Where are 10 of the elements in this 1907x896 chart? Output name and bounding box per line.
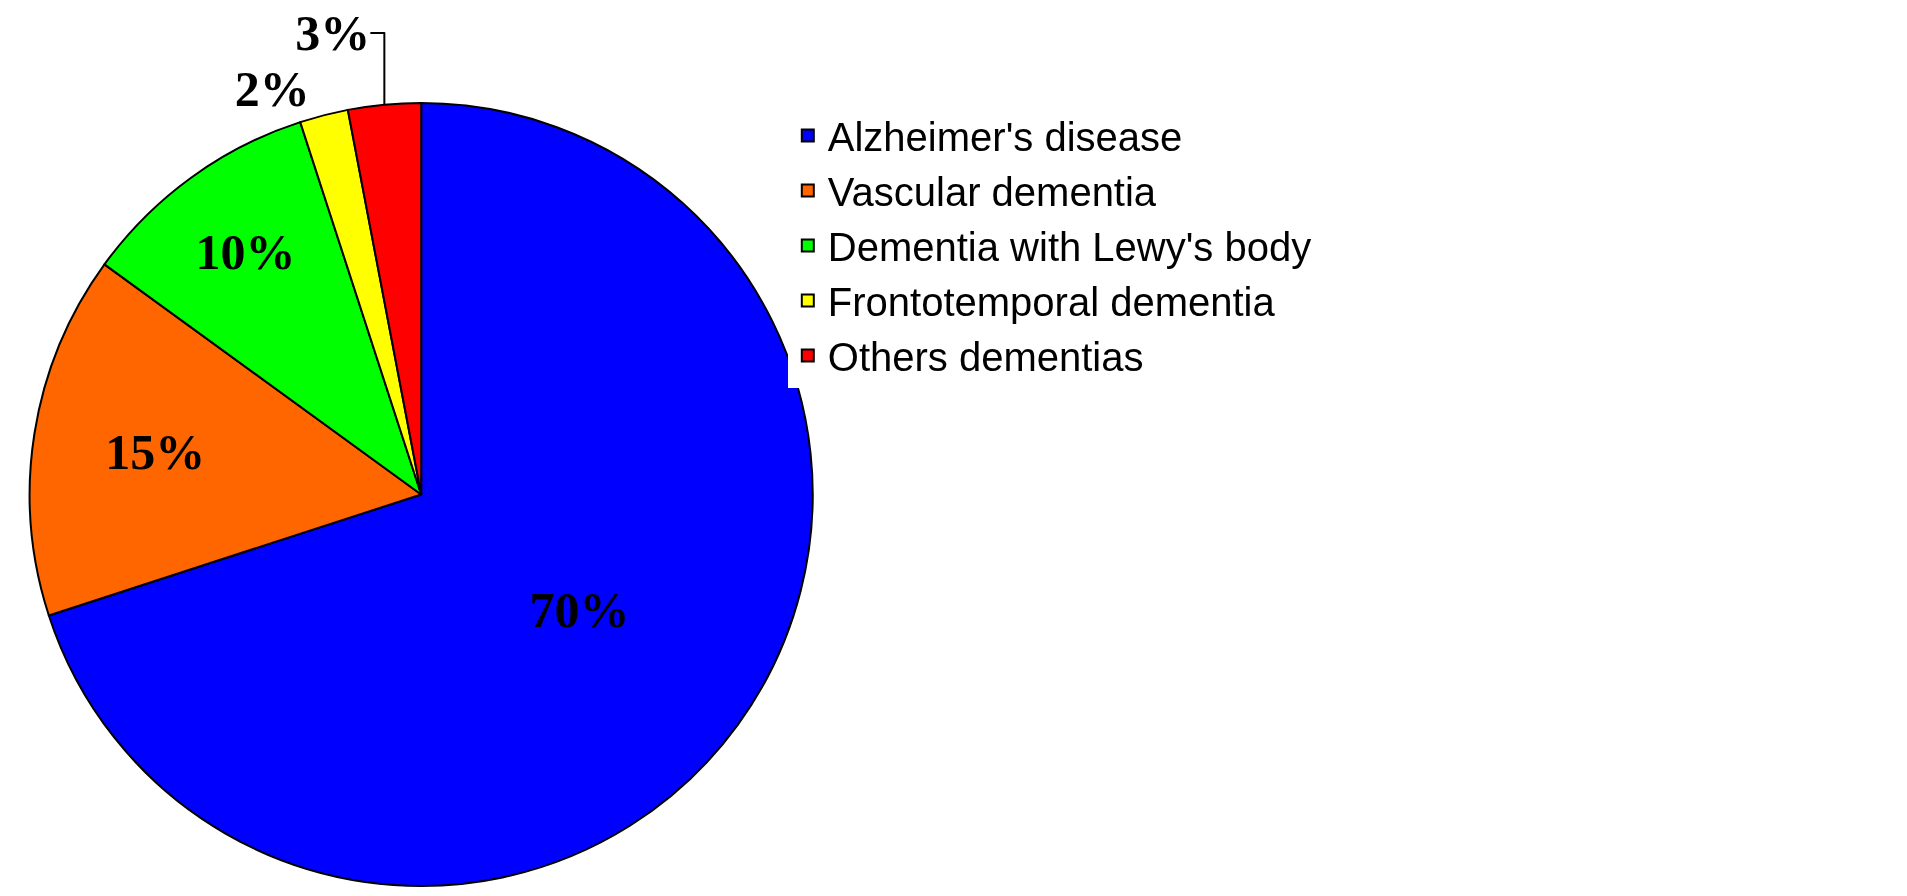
legend-label: Frontotemporal dementia — [827, 280, 1276, 325]
legend-label: Others dementias — [827, 335, 1144, 380]
data-label: 3% — [295, 4, 371, 61]
legend-label: Vascular dementia — [827, 170, 1157, 215]
legend-label: Dementia with Lewy's body — [827, 225, 1312, 270]
data-label: 10% — [195, 224, 296, 281]
data-label: 15% — [105, 424, 206, 481]
legend-label: Alzheimer's disease — [827, 115, 1183, 160]
data-label: 70% — [529, 581, 630, 638]
data-label: 2% — [234, 60, 310, 117]
